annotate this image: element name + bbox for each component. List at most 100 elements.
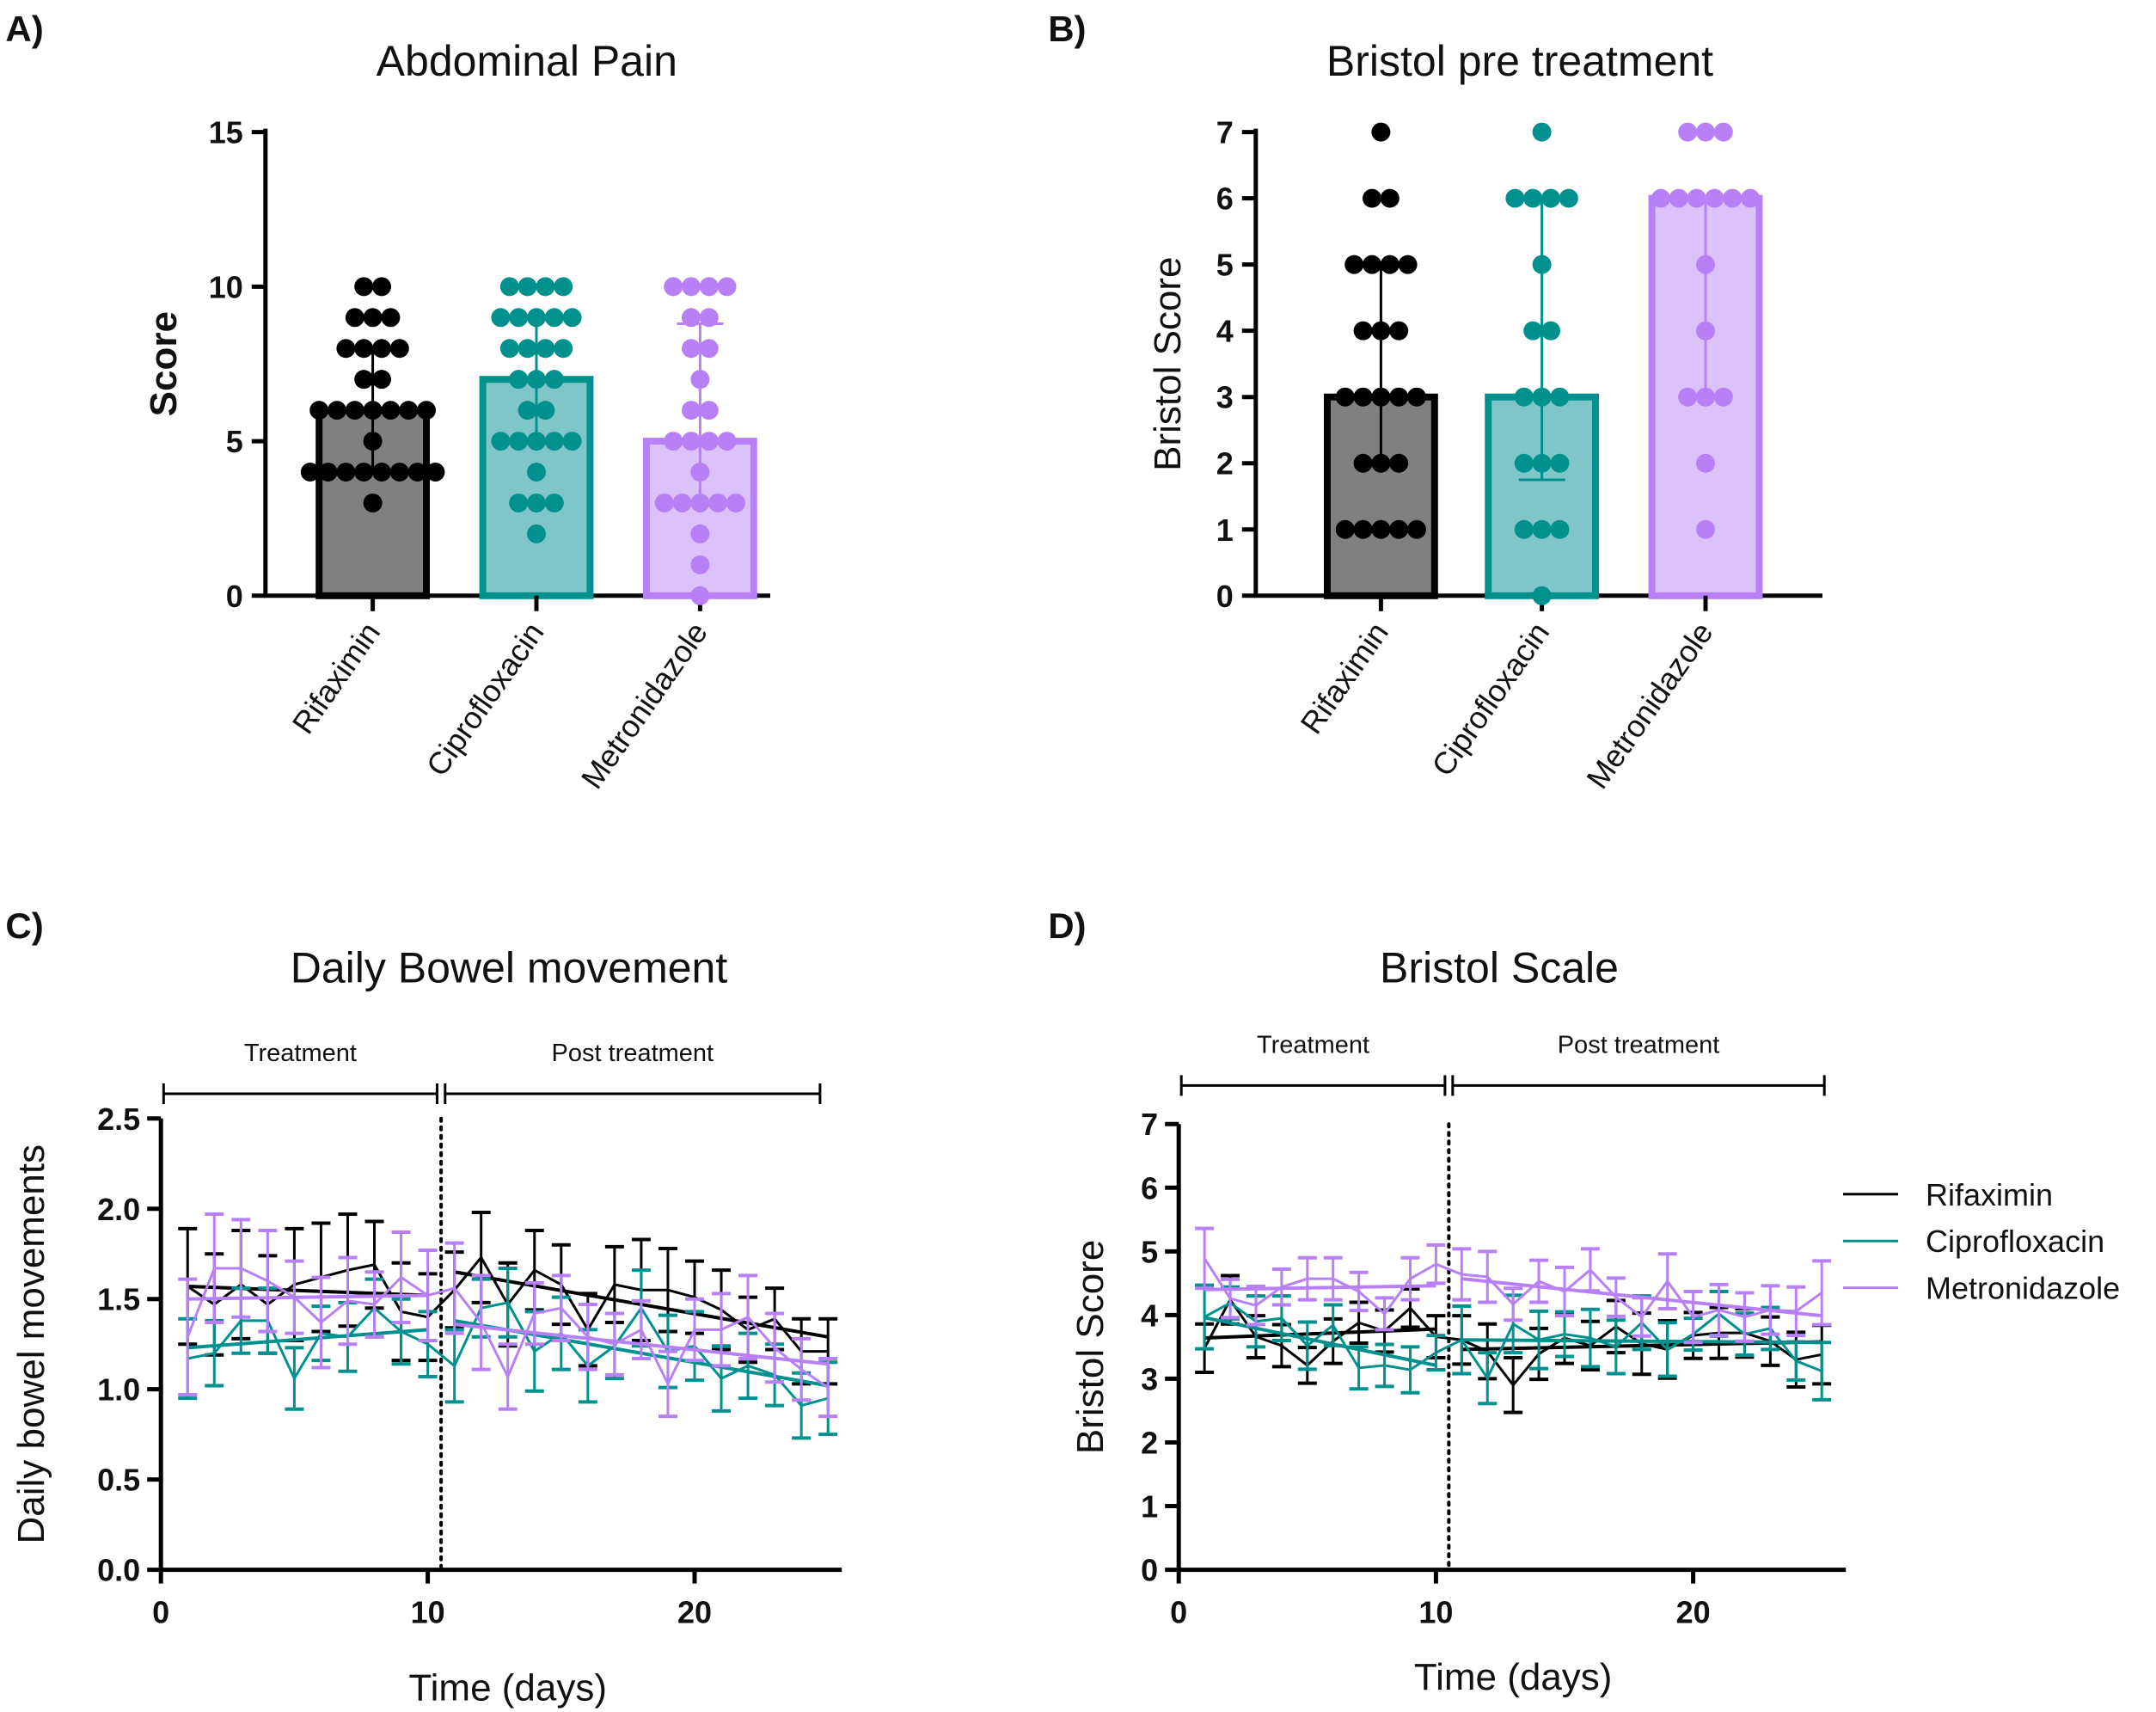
y-tick-label: 5 <box>1141 1234 1158 1269</box>
x-tick-label: 20 <box>677 1595 712 1630</box>
panel-3-line-chart: D) Bristol Scale Bristol Score Time (days) T… <box>1048 905 2120 1698</box>
data-point <box>682 277 701 297</box>
data-point <box>389 463 409 482</box>
category-label: Rifaximin <box>1293 616 1394 740</box>
data-point <box>1532 122 1552 142</box>
data-point <box>491 308 511 328</box>
panel-1-bar-chart: B) Bristol pre treatment Bristol Score 0 1 2 3… <box>1048 9 1822 795</box>
trend-line <box>187 1285 428 1298</box>
x-tick-label: 0 <box>1170 1595 1187 1630</box>
data-point <box>1669 188 1688 208</box>
data-point <box>527 493 546 512</box>
data-point <box>536 277 555 297</box>
data-point <box>336 339 356 359</box>
data-point <box>682 432 701 451</box>
legend-label: Rifaximin <box>1926 1177 2053 1212</box>
data-point <box>1696 453 1715 473</box>
data-point <box>1371 122 1391 142</box>
data-point <box>654 493 674 512</box>
y-axis-label: Score <box>143 311 185 416</box>
phase-label: Post treatment <box>552 1040 714 1067</box>
data-point <box>527 524 546 543</box>
y-tick-label: 0 <box>1216 579 1234 614</box>
data-point <box>690 524 710 543</box>
category-label: Metronidazole <box>1579 616 1719 795</box>
data-point <box>1559 188 1578 208</box>
y-tick-label: 0.5 <box>97 1463 140 1498</box>
data-point <box>1371 519 1391 539</box>
data-point <box>1696 122 1715 142</box>
x-tick-label: 10 <box>1418 1595 1453 1630</box>
data-point <box>518 277 537 297</box>
trend-line <box>187 1328 428 1350</box>
data-point <box>1741 188 1760 208</box>
x-tick-label: 0 <box>152 1595 169 1630</box>
data-point <box>562 432 582 451</box>
chart-title: Daily Bowel movement <box>291 943 728 991</box>
data-point <box>682 308 701 328</box>
legend-item-rifaximin: Rifaximin <box>1843 1177 2053 1212</box>
data-point <box>664 432 683 451</box>
y-axis-label: Daily bowel movements <box>10 1144 52 1544</box>
category-label: Metronidazole <box>574 616 714 795</box>
data-point <box>1514 453 1534 473</box>
y-tick-label: 4 <box>1216 314 1234 349</box>
panel-label: A) <box>5 9 43 49</box>
data-point <box>699 308 719 328</box>
y-tick-label: 7 <box>1141 1107 1158 1142</box>
trend-line <box>1204 1316 1436 1367</box>
data-point <box>1532 586 1552 605</box>
data-point <box>372 277 391 297</box>
data-point <box>717 432 737 451</box>
data-point <box>399 401 419 420</box>
data-point <box>1713 122 1733 142</box>
x-tick-label: 20 <box>1676 1595 1711 1630</box>
data-point <box>664 277 683 297</box>
data-point <box>499 339 519 359</box>
category-label: Ciprofloxacin <box>420 616 551 782</box>
trend-line <box>1461 1277 1822 1318</box>
data-point <box>562 308 582 328</box>
y-tick-label: 4 <box>1141 1298 1158 1333</box>
legend-label: Metronidazole <box>1926 1271 2120 1306</box>
y-tick-label: 1.0 <box>97 1372 140 1408</box>
data-point <box>1407 519 1426 539</box>
data-point <box>407 463 427 482</box>
data-point <box>1678 122 1698 142</box>
trend-line <box>187 1293 428 1301</box>
data-point <box>1344 255 1364 274</box>
data-point <box>1353 387 1373 407</box>
data-point <box>300 463 320 482</box>
data-point <box>536 401 555 420</box>
data-point <box>345 401 364 420</box>
y-tick-label: 1 <box>1141 1489 1158 1525</box>
data-point <box>389 339 409 359</box>
data-point <box>544 493 564 512</box>
data-point <box>1389 519 1409 539</box>
y-tick-label: 5 <box>226 424 243 459</box>
data-point <box>536 339 555 359</box>
data-point <box>518 339 537 359</box>
data-point <box>336 463 356 482</box>
data-point <box>1335 519 1355 539</box>
data-point <box>1514 387 1534 407</box>
data-point <box>527 463 546 482</box>
x-tick-label: 10 <box>411 1595 445 1630</box>
data-point <box>1550 453 1570 473</box>
series-metronidazole <box>178 1212 838 1419</box>
trend-line <box>1204 1327 1436 1341</box>
data-point <box>372 370 391 390</box>
y-tick-label: 7 <box>1216 115 1234 150</box>
data-point <box>381 401 401 420</box>
y-tick-label: 6 <box>1216 181 1234 217</box>
y-axis-label: Bristol Score <box>1069 1240 1112 1454</box>
y-tick-label: 1 <box>1216 512 1234 548</box>
data-point <box>1651 188 1670 208</box>
trend-line <box>1204 1284 1436 1292</box>
data-point <box>1380 188 1400 208</box>
data-point <box>309 401 329 420</box>
data-point <box>699 277 719 297</box>
data-point <box>699 432 719 451</box>
x-axis-label: Time (days) <box>1414 1656 1613 1698</box>
